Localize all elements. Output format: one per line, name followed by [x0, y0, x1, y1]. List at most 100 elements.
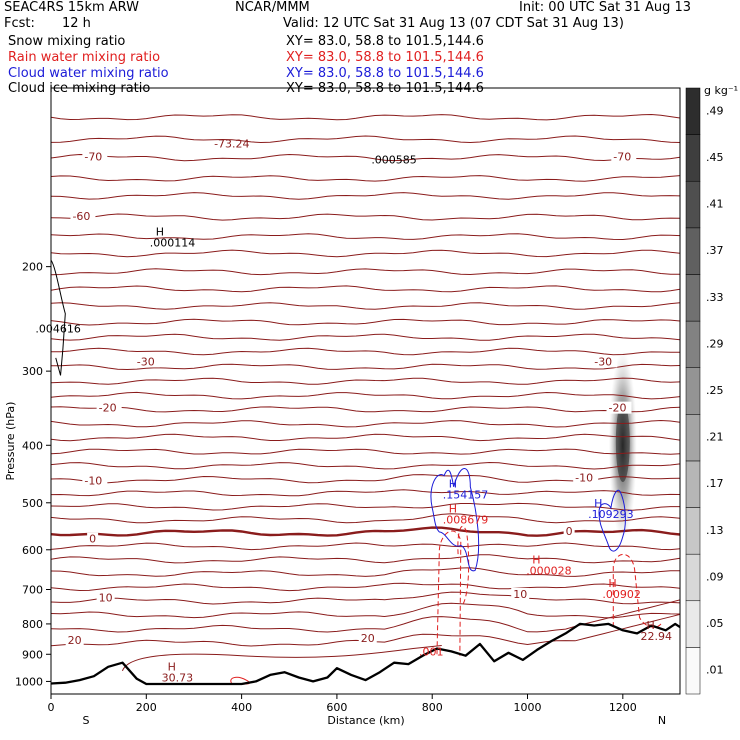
isotherm-label: -30 — [594, 355, 612, 368]
field-name-rain: Rain water mixing ratio — [8, 50, 161, 65]
isotherm-line — [51, 591, 680, 605]
isotherm-line — [51, 567, 680, 577]
isotherm-line — [51, 513, 680, 524]
extremum-value: .004616 — [35, 322, 81, 335]
colorbar-tick-label: .17 — [706, 477, 724, 490]
colorbar-swatch — [685, 414, 701, 462]
colorbar-swatch — [685, 180, 701, 229]
isotherm-line — [51, 489, 680, 497]
colorbar-tick-label: .25 — [706, 384, 724, 397]
isotherm-label: 10 — [99, 592, 113, 605]
x-axis-label: Distance (km) — [327, 714, 404, 727]
valid-time: Valid: 12 UTC Sat 31 Aug 13 (07 CDT Sat … — [283, 16, 624, 31]
isotherm-line — [51, 554, 680, 564]
isotherm-label-bg — [87, 532, 99, 545]
terrain-line — [51, 622, 680, 686]
cloud-ice-core — [615, 402, 630, 483]
x-tick-label: 800 — [422, 701, 443, 714]
isotherm-line — [51, 542, 680, 551]
colorbar-swatch — [685, 87, 701, 135]
isotherm-line — [51, 602, 680, 619]
isotherm-line — [51, 363, 680, 371]
extremum-marker: H — [532, 553, 540, 566]
isotherm-line — [51, 347, 680, 356]
colorbar-tick-label: .45 — [706, 151, 724, 164]
x-tick-label: 400 — [231, 701, 252, 714]
isotherm-label: -20 — [609, 402, 627, 415]
colorbar-swatch — [685, 367, 701, 415]
isotherm-line — [51, 175, 680, 182]
isotherm-label-bg — [82, 474, 108, 487]
isotherm-label-bg — [65, 634, 84, 647]
isotherm-line-lower — [122, 645, 442, 672]
isotherm-line — [51, 192, 680, 200]
forecast-hour: 12 h — [62, 16, 91, 31]
isotherm-label: -10 — [84, 474, 102, 487]
isotherm-line — [51, 213, 680, 221]
extremum-marker: H — [647, 619, 655, 632]
extremum-marker: H — [168, 660, 176, 673]
isotherm-line — [51, 433, 680, 442]
isotherm-line — [51, 135, 680, 144]
isotherm-line — [51, 302, 680, 310]
colorbar-swatch — [685, 600, 701, 648]
y-tick-label: 300 — [22, 365, 43, 378]
isotherm-label: 0 — [566, 525, 573, 538]
colorbar-swatch — [685, 460, 701, 508]
isotherm-label-bg — [573, 471, 599, 484]
field-name-snow: Snow mixing ratio — [8, 34, 126, 49]
isotherm-label: -10 — [575, 471, 593, 484]
field-xy-rain: XY= 83.0, 58.8 to 101.5,144.6 — [286, 50, 484, 65]
isotherm-line — [51, 526, 680, 537]
y-axis-label: Pressure (hPa) — [4, 402, 17, 481]
extremum-value: -73.24 — [214, 138, 249, 151]
x-tick-label: 1000 — [514, 701, 542, 714]
extremum-value: .001 — [419, 646, 444, 659]
colorbar-swatch — [685, 553, 701, 602]
extremum-value: .008679 — [443, 514, 489, 527]
x-tick-label: 200 — [136, 701, 157, 714]
colorbar-tick-label: .49 — [706, 104, 724, 117]
isotherm-line — [51, 249, 680, 258]
extremum-value: .000028 — [526, 564, 572, 577]
extremum-value: .00902 — [602, 588, 641, 601]
isotherm-line — [51, 502, 680, 511]
cloud-water-contour-north — [598, 489, 626, 552]
isotherm-label-bg — [96, 591, 115, 604]
colorbar-unit: g kg⁻¹ — [704, 84, 738, 97]
colorbar-tick-label: .33 — [706, 291, 724, 304]
colorbar-tick-label: .29 — [706, 337, 724, 350]
isotherm-label: 20 — [68, 634, 82, 647]
colorbar-tick-label: .37 — [706, 244, 724, 257]
y-tick-label: 1000 — [15, 675, 43, 688]
isotherm-line — [51, 318, 680, 326]
isotherm-label: -30 — [137, 355, 155, 368]
field-xy-cloud-water: XY= 83.0, 58.8 to 101.5,144.6 — [286, 66, 484, 81]
x-tick-label: 0 — [48, 701, 55, 714]
extremum-value: .109293 — [588, 508, 634, 521]
organization-label: NCAR/MMM — [235, 0, 310, 15]
field-name-cloud-water: Cloud water mixing ratio — [8, 66, 169, 81]
y-tick-label: 200 — [22, 261, 43, 274]
rain-contour-inner — [457, 525, 470, 605]
extremum-marker: H — [608, 577, 616, 590]
isotherm-line — [51, 153, 680, 162]
isotherm-label: -70 — [84, 151, 102, 164]
isotherm-line — [51, 419, 680, 428]
colorbar-swatch — [685, 507, 701, 555]
plot-frame — [50, 87, 681, 695]
isotherm-label: -60 — [72, 210, 90, 223]
colorbar-tick-label: .05 — [706, 617, 724, 630]
isotherm-label: 20 — [361, 632, 375, 645]
colorbar-tick-label: .21 — [706, 431, 724, 444]
isotherm-label: -70 — [613, 151, 631, 164]
colorbar-swatch — [685, 647, 701, 695]
isotherm-label-bg — [592, 355, 618, 368]
extremum-value: 22.94 — [641, 630, 673, 643]
extremum-value: .000585 — [371, 153, 417, 166]
isotherm-line — [51, 268, 680, 276]
colorbar-swatch — [685, 274, 701, 322]
model-name: SEAC4RS 15km ARW — [4, 0, 140, 15]
colorbar-tick-label: .41 — [706, 198, 724, 211]
y-tick-label: 700 — [22, 584, 43, 597]
